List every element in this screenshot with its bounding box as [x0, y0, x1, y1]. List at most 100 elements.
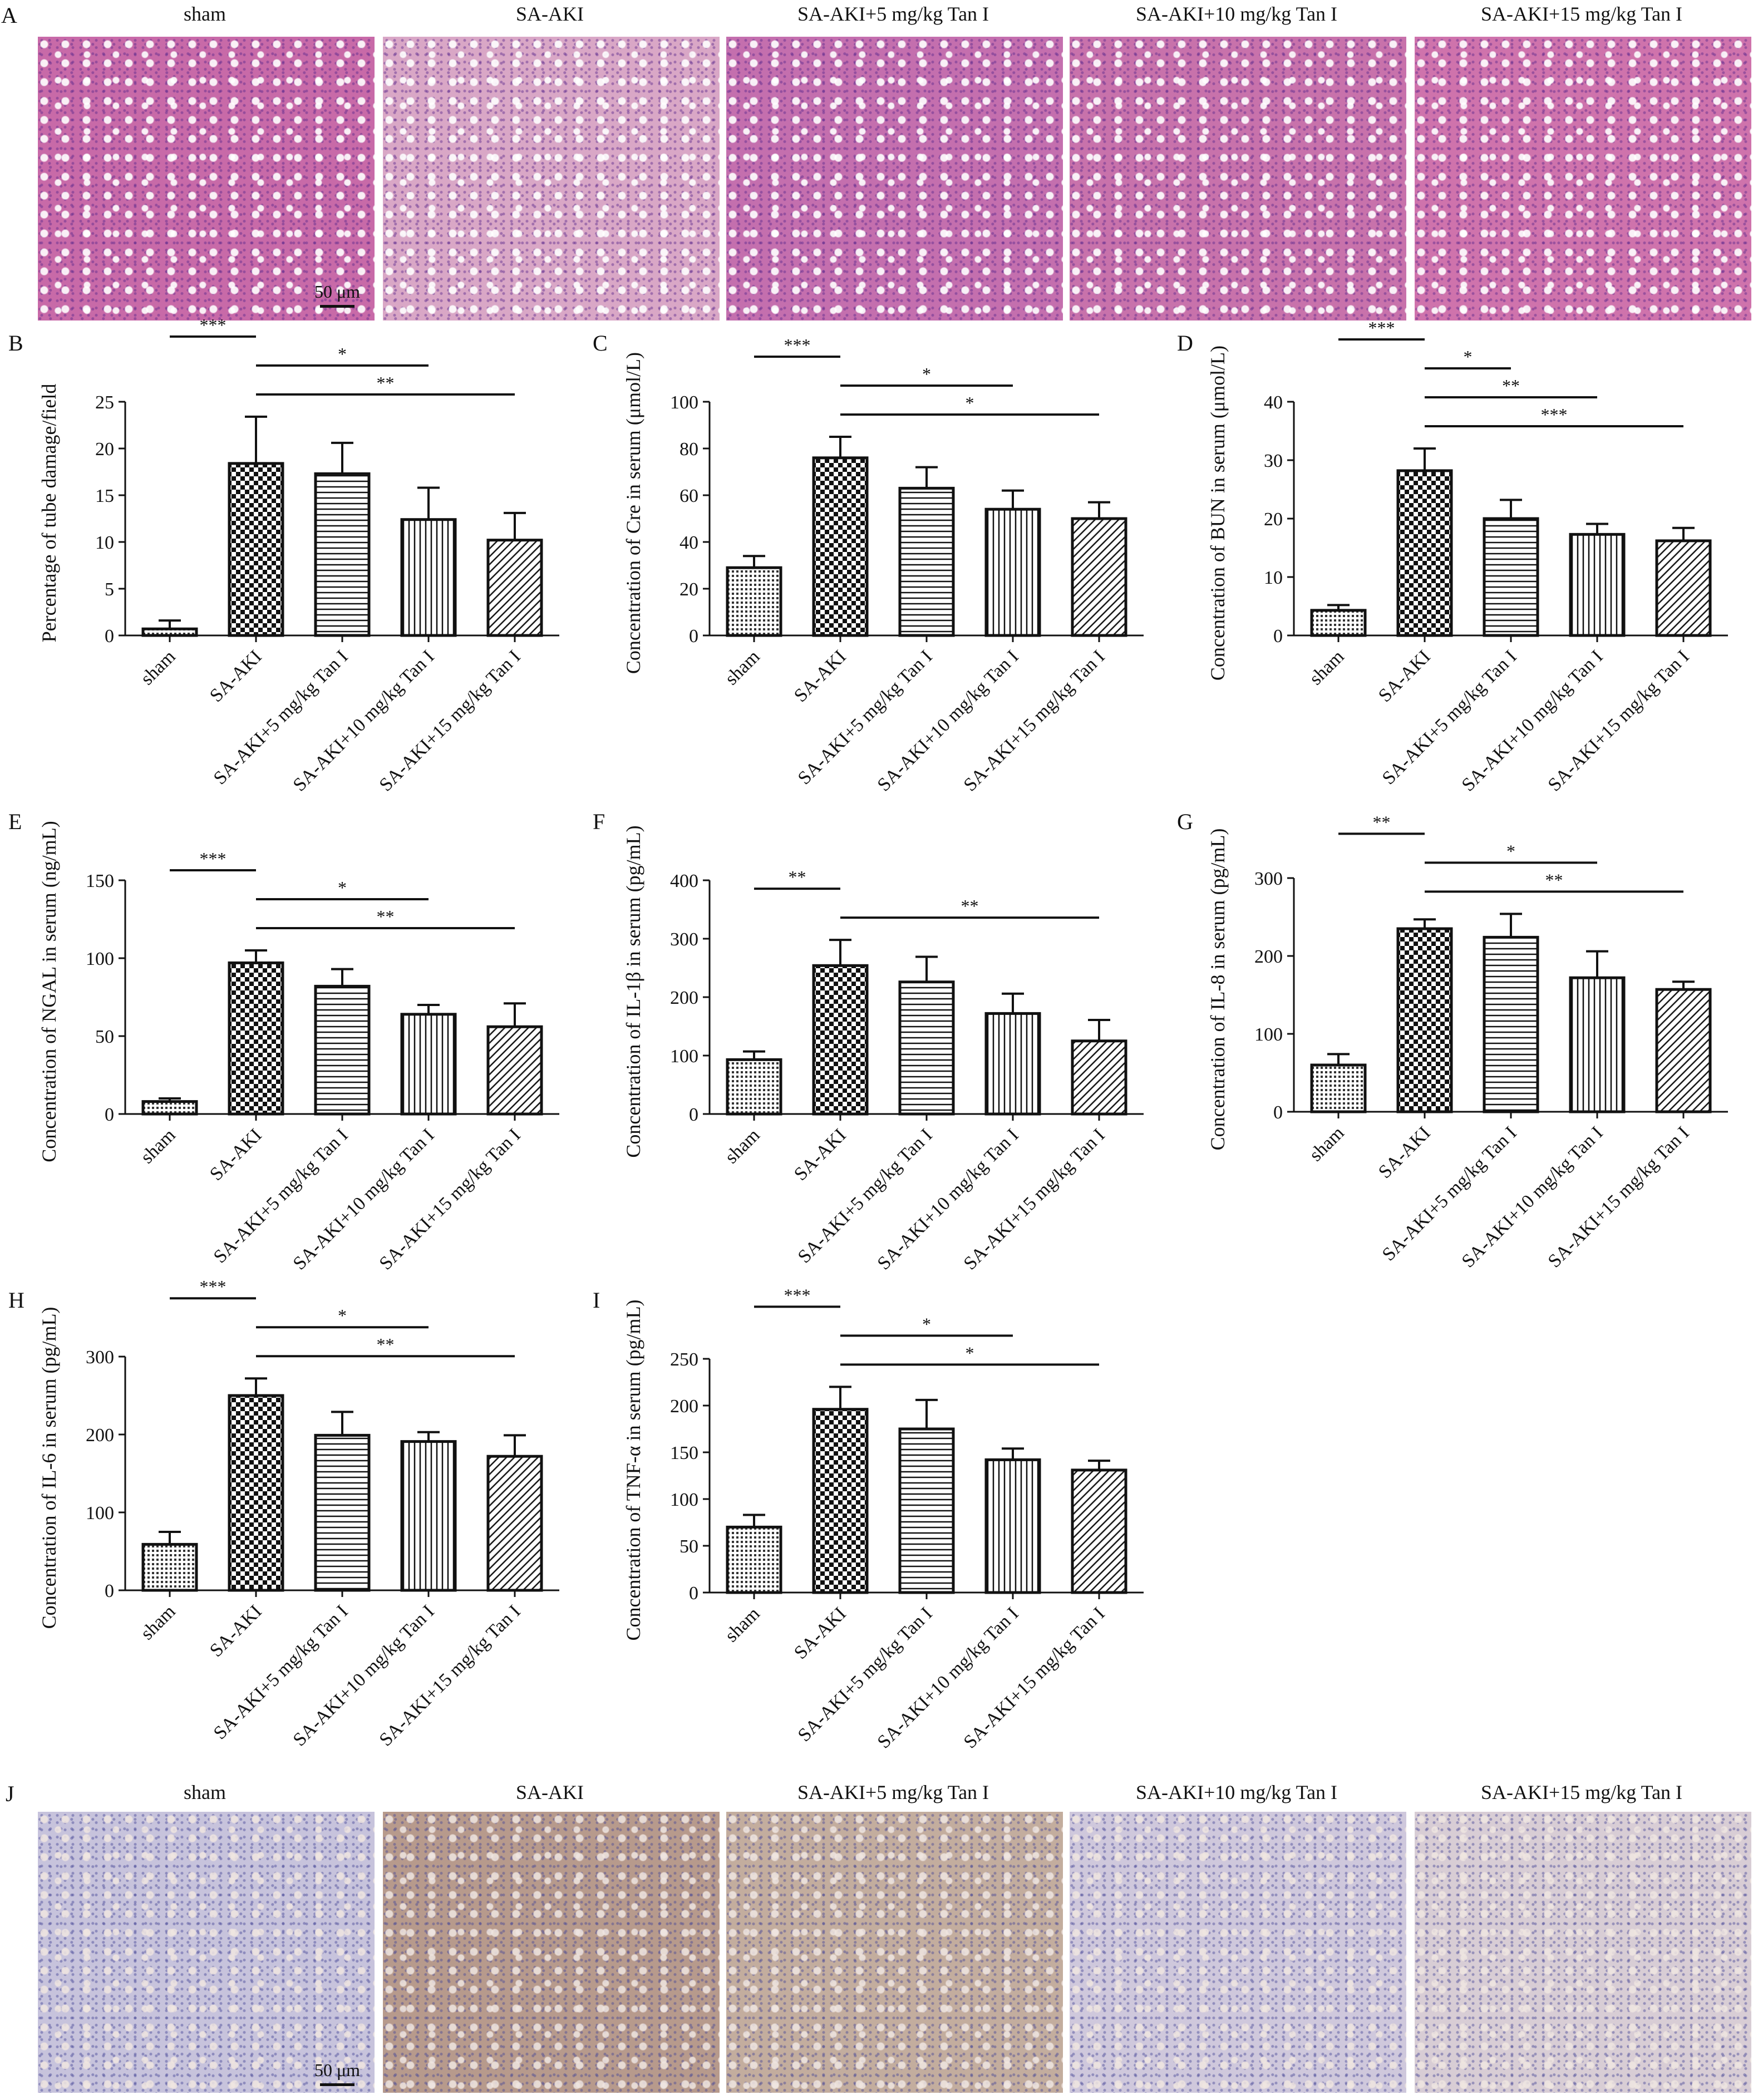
- micrograph-title-a-0: sham: [184, 3, 226, 25]
- bar-1: [228, 462, 284, 637]
- y-tick-label: 200: [1254, 947, 1283, 967]
- significance-label: ***: [1541, 405, 1568, 425]
- y-tick-label: 10: [1264, 568, 1283, 588]
- bar-1: [812, 456, 869, 637]
- bar-3: [400, 1013, 457, 1116]
- bar-4: [486, 539, 543, 637]
- bar-chart-c: C 0 20 40 60 80 100 Concentration of Cre in ser…: [593, 331, 1144, 795]
- x-tick-label-3: SA-AKI+10 mg/kg Tan I: [289, 1125, 439, 1274]
- scale-bar: 50 μm: [314, 2060, 361, 2086]
- y-tick-label: 0: [689, 1583, 698, 1604]
- bar-2: [898, 486, 955, 637]
- bar-0: [141, 627, 198, 637]
- bar-2: [898, 980, 955, 1116]
- bar-0: [726, 1525, 782, 1594]
- y-tick-label: 200: [670, 1396, 698, 1417]
- bar-0: [1310, 609, 1367, 637]
- micrograph-tile-a-2: [726, 37, 1063, 321]
- y-tick-label: 40: [1264, 392, 1283, 413]
- y-tick-label: 0: [105, 1581, 114, 1601]
- x-tick-label-4: SA-AKI+15 mg/kg Tan I: [376, 1601, 525, 1750]
- bar-1: [1396, 927, 1453, 1113]
- x-tick-label-1: SA-AKI: [206, 646, 266, 706]
- scale-bar-line: [320, 2083, 354, 2086]
- panel-letter-h: H: [8, 1288, 24, 1313]
- y-axis-label: Percentage of tube damage/field: [38, 384, 60, 643]
- x-tick-label-4: SA-AKI+15 mg/kg Tan I: [960, 646, 1109, 795]
- bar-0: [141, 1542, 198, 1592]
- micrograph-tile-a-4: [1415, 37, 1751, 321]
- x-tick-label-4: SA-AKI+15 mg/kg Tan I: [376, 646, 525, 795]
- bar-4: [1071, 1468, 1127, 1594]
- y-tick-label: 400: [670, 871, 698, 891]
- y-tick-label: 250: [670, 1349, 698, 1370]
- y-tick-label: 50: [679, 1536, 698, 1557]
- bar-2: [1483, 517, 1539, 637]
- significance-label: **: [377, 373, 395, 393]
- bar-4: [486, 1025, 543, 1116]
- y-tick-label: 300: [86, 1347, 114, 1368]
- bar-chart-b: B 0 5 10 15 20 25 Percentage of tube damage/fie…: [8, 315, 559, 795]
- micrograph-title-a-1: SA-AKI: [516, 3, 584, 25]
- y-tick-label: 40: [679, 533, 698, 553]
- y-tick-label: 0: [689, 1105, 698, 1125]
- bar-3: [1569, 976, 1626, 1113]
- bar-3: [400, 518, 457, 637]
- y-tick-label: 200: [86, 1425, 114, 1446]
- bar-2: [314, 472, 371, 637]
- y-tick-label: 0: [105, 626, 114, 647]
- x-tick-label-1: SA-AKI: [1375, 646, 1435, 706]
- significance-label: *: [966, 393, 974, 413]
- micrograph-title-a-2: SA-AKI+5 mg/kg Tan I: [797, 3, 989, 25]
- y-tick-label: 10: [95, 533, 114, 553]
- micrograph-title-j-1: SA-AKI: [516, 1781, 584, 1803]
- y-tick-label: 100: [86, 949, 114, 969]
- y-tick-label: 100: [1254, 1024, 1283, 1045]
- panel-letter-c: C: [593, 331, 608, 356]
- micrograph-title-a-4: SA-AKI+15 mg/kg Tan I: [1480, 3, 1683, 25]
- y-tick-label: 20: [679, 579, 698, 600]
- bar-chart-e: E 0 50 100 150 Concentration of NGAL in serum…: [8, 809, 559, 1274]
- x-tick-label-0: sham: [721, 1603, 764, 1646]
- bar-2: [898, 1427, 955, 1594]
- x-tick-label-3: SA-AKI+10 mg/kg Tan I: [874, 1125, 1023, 1274]
- x-tick-label-1: SA-AKI: [790, 1603, 850, 1663]
- y-axis-label: Concentration of IL-6 in serum (pg/mL): [38, 1307, 60, 1629]
- y-tick-label: 20: [1264, 509, 1283, 530]
- bar-2: [314, 1433, 371, 1592]
- bar-3: [1569, 533, 1626, 637]
- significance-label: **: [377, 906, 395, 926]
- y-tick-label: 0: [105, 1105, 114, 1125]
- panel-letter-f: F: [593, 809, 605, 834]
- panel-letter-a: A: [1, 3, 17, 28]
- micrograph-title-j-2: SA-AKI+5 mg/kg Tan I: [797, 1781, 989, 1803]
- x-tick-label-1: SA-AKI: [790, 646, 850, 706]
- scale-bar-label: 50 μm: [314, 2060, 361, 2080]
- significance-label: *: [1464, 347, 1473, 367]
- scale-bar-line: [320, 305, 354, 308]
- x-tick-label-3: SA-AKI+10 mg/kg Tan I: [289, 1601, 439, 1750]
- y-tick-label: 50: [95, 1027, 114, 1047]
- panel-letter-d: D: [1177, 331, 1193, 356]
- x-tick-label-0: sham: [137, 1125, 180, 1167]
- bar-4: [1655, 988, 1712, 1113]
- x-tick-label-4: SA-AKI+15 mg/kg Tan I: [960, 1125, 1109, 1274]
- significance-label: ***: [1368, 318, 1395, 338]
- bar-1: [228, 961, 284, 1116]
- bar-0: [726, 1058, 782, 1116]
- significance-label: *: [338, 1305, 347, 1325]
- y-tick-label: 300: [670, 929, 698, 950]
- significance-label: **: [961, 896, 979, 916]
- y-tick-label: 300: [1254, 869, 1283, 889]
- significance-label: *: [1506, 841, 1515, 861]
- bar-3: [984, 507, 1041, 637]
- significance-label: **: [377, 1334, 395, 1354]
- bar-1: [812, 964, 869, 1116]
- x-tick-label-1: SA-AKI: [1375, 1122, 1435, 1182]
- significance-label: **: [1373, 812, 1391, 832]
- bar-chart-f: F 0 100 200 300 400 Concentration of IL-1β in …: [593, 809, 1144, 1274]
- bar-2: [1483, 935, 1539, 1113]
- micrograph-tile-a-0: [38, 37, 375, 321]
- panel-letter-b: B: [8, 331, 23, 356]
- significance-label: ***: [200, 1276, 226, 1297]
